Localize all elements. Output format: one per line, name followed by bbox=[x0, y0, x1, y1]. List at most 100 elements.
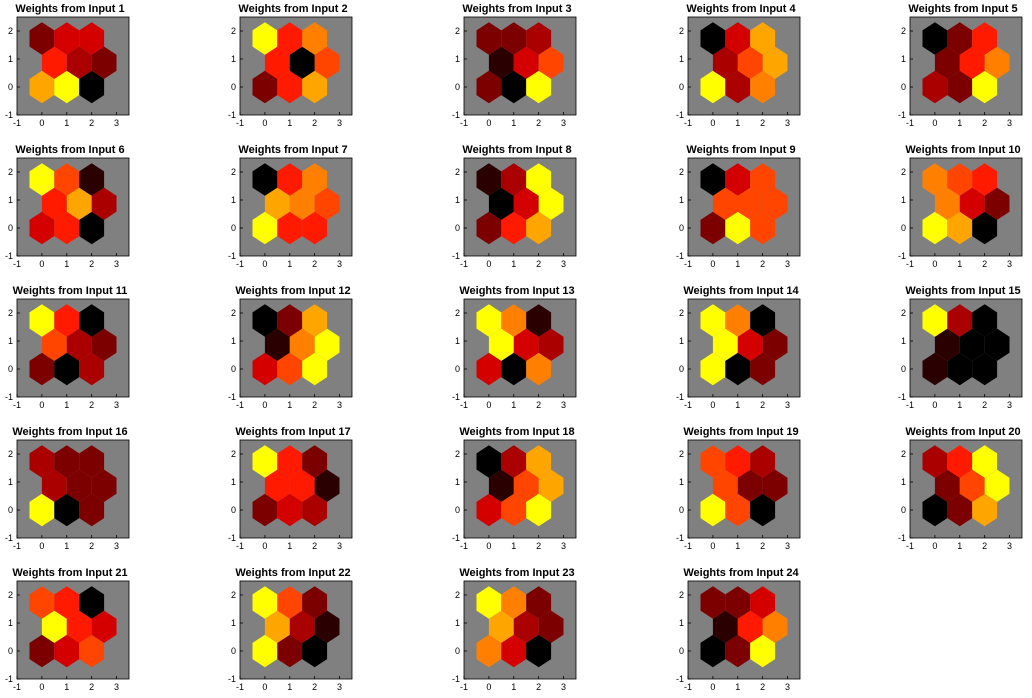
neuron-hex-7 bbox=[700, 22, 726, 55]
x-tick-label: 2 bbox=[982, 400, 987, 410]
x-tick-label: 0 bbox=[486, 259, 491, 269]
neuron-hex-2 bbox=[277, 352, 303, 386]
neuron-hex-5 bbox=[513, 46, 539, 79]
neuron-hex-5 bbox=[959, 328, 985, 361]
y-tick-label: -1 bbox=[452, 251, 460, 261]
neuron-hex-7 bbox=[29, 22, 55, 55]
plot-title: Weights from Input 23 bbox=[459, 567, 574, 579]
weight-plane-6: Weights from Input 6 -1 0 1 2 3 -1 0 1 2 bbox=[5, 144, 130, 269]
weight-plane-21: Weights from Input 21 -1 0 1 2 3 -1 0 1 2 bbox=[5, 567, 130, 692]
y-tick-label: 2 bbox=[8, 590, 13, 600]
y-tick-label: -1 bbox=[5, 533, 13, 543]
neuron-hex-5 bbox=[66, 469, 92, 502]
neuron-hex-1 bbox=[476, 70, 502, 104]
neuron-hex-3 bbox=[302, 211, 328, 245]
x-tick-label: 3 bbox=[1007, 400, 1012, 410]
neuron-hex-9 bbox=[79, 22, 105, 55]
y-tick-label: 2 bbox=[8, 26, 13, 36]
plot-title: Weights from Input 21 bbox=[12, 567, 127, 579]
weight-plane-8: Weights from Input 8 -1 0 1 2 3 -1 0 1 2 bbox=[452, 144, 577, 269]
weight-plane-23: Weights from Input 23 -1 0 1 2 3 -1 0 1 2 bbox=[452, 567, 577, 692]
neuron-hex-5 bbox=[959, 469, 985, 502]
x-tick-label: -1 bbox=[684, 400, 692, 410]
y-tick-label: -1 bbox=[228, 110, 236, 120]
neuron-hex-3 bbox=[302, 70, 328, 104]
y-tick-label: -1 bbox=[5, 392, 13, 402]
neuron-hex-4 bbox=[488, 469, 514, 502]
plot-title: Weights from Input 16 bbox=[12, 426, 127, 438]
plot-title: Weights from Input 8 bbox=[462, 144, 571, 156]
neuron-hex-5 bbox=[737, 328, 763, 361]
neuron-hex-5 bbox=[289, 328, 315, 361]
x-tick-label: 2 bbox=[312, 118, 317, 128]
neuron-hex-4 bbox=[934, 46, 960, 79]
y-tick-label: 0 bbox=[231, 646, 236, 656]
x-tick-label: 3 bbox=[337, 541, 342, 551]
x-tick-label: 0 bbox=[262, 118, 267, 128]
neuron-hex-6 bbox=[91, 187, 117, 220]
neuron-hex-5 bbox=[289, 469, 315, 502]
weight-plane-10: Weights from Input 10 -1 0 1 2 3 -1 0 1 2 bbox=[898, 144, 1023, 269]
neuron-hex-1 bbox=[922, 493, 948, 527]
neuron-hex-4 bbox=[264, 469, 290, 502]
neuron-hex-5 bbox=[737, 469, 763, 502]
neuron-hex-8 bbox=[501, 586, 527, 619]
neuron-hex-6 bbox=[314, 469, 340, 502]
neuron-hex-9 bbox=[302, 445, 328, 478]
y-tick-label: 0 bbox=[8, 646, 13, 656]
y-tick-label: 1 bbox=[455, 336, 460, 346]
x-tick-label: 0 bbox=[710, 118, 715, 128]
x-tick-label: 1 bbox=[735, 682, 740, 692]
neuron-hex-6 bbox=[314, 328, 340, 361]
neuron-hex-8 bbox=[947, 163, 973, 196]
x-tick-label: 2 bbox=[536, 259, 541, 269]
x-tick-label: 0 bbox=[486, 682, 491, 692]
neuron-hex-4 bbox=[712, 469, 738, 502]
x-tick-label: 2 bbox=[89, 541, 94, 551]
y-tick-label: -1 bbox=[452, 674, 460, 684]
neuron-hex-2 bbox=[725, 352, 751, 386]
x-tick-label: 3 bbox=[785, 682, 790, 692]
neuron-hex-9 bbox=[972, 163, 998, 196]
plot-title: Weights from Input 1 bbox=[15, 3, 124, 15]
x-tick-label: 1 bbox=[287, 259, 292, 269]
neuron-hex-9 bbox=[79, 445, 105, 478]
neuron-hex-3 bbox=[79, 70, 105, 104]
neuron-hex-3 bbox=[302, 634, 328, 668]
neuron-hex-1 bbox=[29, 493, 55, 527]
neuron-hex-7 bbox=[252, 163, 278, 196]
x-tick-label: -1 bbox=[460, 118, 468, 128]
neuron-hex-8 bbox=[54, 445, 80, 478]
neuron-hex-2 bbox=[277, 211, 303, 245]
neuron-hex-9 bbox=[750, 304, 776, 337]
x-tick-label: 2 bbox=[760, 259, 765, 269]
neuron-hex-5 bbox=[737, 610, 763, 643]
neuron-hex-5 bbox=[513, 328, 539, 361]
neuron-hex-1 bbox=[29, 352, 55, 386]
neuron-hex-1 bbox=[476, 352, 502, 386]
plot-title: Weights from Input 10 bbox=[905, 144, 1020, 156]
plot-title: Weights from Input 5 bbox=[908, 3, 1017, 15]
y-tick-label: 0 bbox=[231, 364, 236, 374]
y-tick-label: 2 bbox=[455, 167, 460, 177]
neuron-hex-3 bbox=[302, 493, 328, 527]
plot-title: Weights from Input 20 bbox=[905, 426, 1020, 438]
x-tick-label: 0 bbox=[39, 259, 44, 269]
y-tick-label: 0 bbox=[8, 223, 13, 233]
neuron-hex-8 bbox=[54, 163, 80, 196]
x-tick-label: 1 bbox=[957, 259, 962, 269]
y-tick-label: 2 bbox=[679, 308, 684, 318]
x-tick-label: 3 bbox=[114, 682, 119, 692]
x-tick-label: 0 bbox=[710, 541, 715, 551]
weight-plane-7: Weights from Input 7 -1 0 1 2 3 -1 0 1 2 bbox=[228, 144, 353, 269]
neuron-hex-8 bbox=[54, 586, 80, 619]
neuron-hex-6 bbox=[762, 46, 788, 79]
x-tick-label: 2 bbox=[312, 400, 317, 410]
x-tick-label: 1 bbox=[957, 541, 962, 551]
x-tick-label: 3 bbox=[785, 118, 790, 128]
neuron-hex-1 bbox=[476, 211, 502, 245]
y-tick-label: 0 bbox=[231, 223, 236, 233]
neuron-hex-7 bbox=[700, 586, 726, 619]
x-tick-label: -1 bbox=[460, 682, 468, 692]
x-tick-label: -1 bbox=[684, 541, 692, 551]
